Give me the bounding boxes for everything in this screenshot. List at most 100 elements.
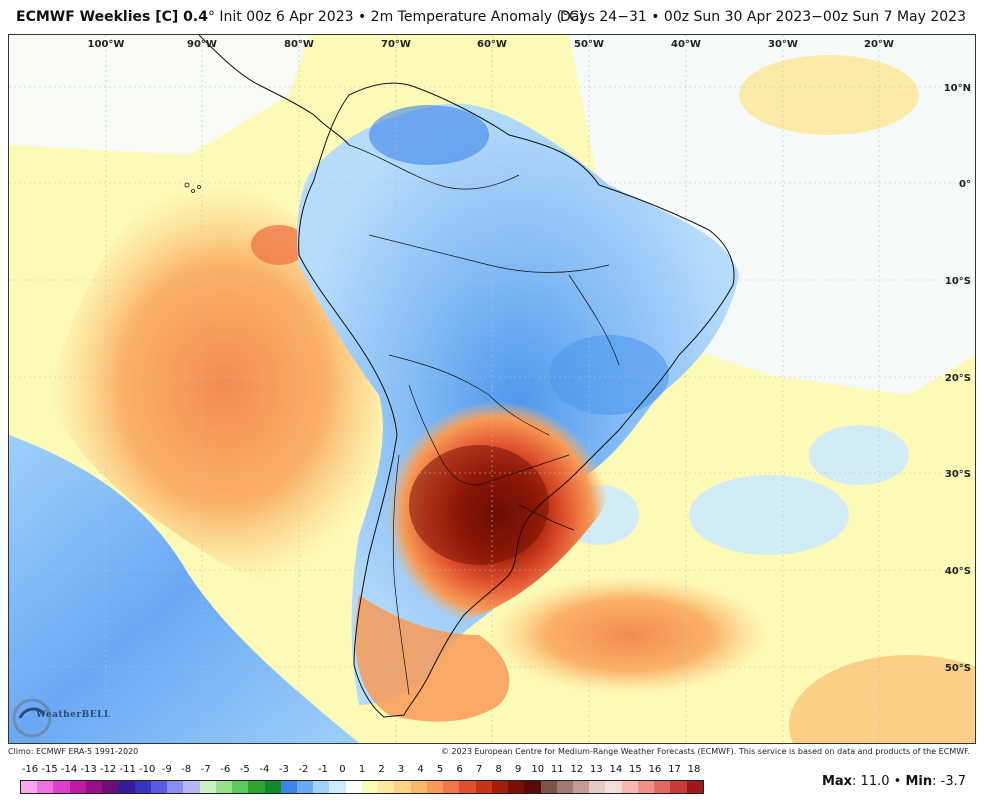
colorbar-tick-label: 15	[629, 764, 642, 775]
colorbar-swatch	[313, 781, 330, 793]
lat-label: 50°S	[945, 663, 971, 674]
colorbar-swatch	[134, 781, 151, 793]
colorbar-tick-label: 10	[531, 764, 545, 775]
colorbar-tick-label: -5	[239, 764, 250, 775]
south-america-coastline	[298, 82, 735, 718]
colorbar-swatch	[491, 781, 509, 793]
lat-label: 20°S	[945, 373, 971, 384]
colorbar-tick-label: -6	[220, 764, 231, 775]
logo-swirl-icon	[12, 698, 52, 738]
anomaly-map: 100°W 90°W 80°W 70°W 60°W 50°W 40°W 30°W…	[8, 34, 976, 744]
colorbar-swatch	[53, 781, 70, 793]
colorbar-tick-label: 18	[687, 764, 701, 775]
colorbar-tick-label: -2	[298, 764, 309, 775]
map-header: ECMWF Weeklies [C] 0.4° Init 00z 6 Apr 2…	[0, 0, 984, 34]
lon-label: 100°W	[88, 39, 125, 50]
colorbar-swatch	[686, 781, 703, 793]
colorbar-swatch	[572, 781, 590, 793]
colorbar-swatch	[556, 781, 573, 793]
init-text: ° Init 00z 6 Apr 2023 • 2m Temperature A…	[207, 9, 585, 25]
climo-text: Climo: ECMWF ERA-5 1991-2020	[8, 747, 139, 756]
colorbar-swatch	[589, 781, 606, 793]
colorbar-tick-label: -7	[200, 764, 211, 775]
lon-label: 30°W	[768, 39, 798, 50]
colorbar-tick-label: -1	[317, 764, 328, 775]
colorbar-swatch	[378, 781, 395, 793]
central-america-coastline	[198, 35, 350, 146]
colorbar-swatch	[21, 781, 38, 793]
model-title: ECMWF Weeklies [C] 0.4	[16, 9, 208, 25]
colorbar-swatch	[621, 781, 638, 793]
colorbar-tick-label: -13	[80, 764, 97, 775]
lon-label: 50°W	[574, 39, 604, 50]
colorbar-tick-labels: -16 -15 -14 -13 -12 -11 -10 -9 -8 -7 -6 -5 -4 -3 -2 -1 0…	[20, 764, 704, 780]
colorbar-swatch	[540, 781, 557, 793]
max-value: : 11.0	[852, 774, 890, 789]
colorbar-tick-label: 4	[417, 764, 424, 775]
lon-label: 60°W	[477, 39, 507, 50]
colorbar-tick-label: -11	[119, 764, 136, 775]
colorbar-tick-label: 14	[609, 764, 623, 775]
colorbar-swatch	[410, 781, 427, 793]
colorbar-tick-label: 5	[436, 764, 444, 775]
colorbar-tick-label: 13	[589, 764, 603, 775]
lat-label: 10°N	[944, 83, 971, 94]
colorbar-swatch	[296, 781, 314, 793]
colorbar-tick-label: 17	[668, 764, 681, 775]
lat-label: 0°	[959, 179, 971, 190]
colorbar-legend: -16 -15 -14 -13 -12 -11 -10 -9 -8 -7 -6 -5 -4 -3 -2 -1 0…	[20, 764, 704, 804]
country-borders	[348, 144, 620, 696]
max-min-stats: Max: 11.0 • Min: -3.7	[822, 774, 966, 789]
colorbar-tick-label: -3	[278, 764, 289, 775]
colorbar-tick-label: 8	[495, 764, 502, 775]
colorbar-tick-label: 16	[648, 764, 662, 775]
warm-anomaly-south-atlantic	[489, 575, 769, 695]
colorbar-swatch	[508, 781, 525, 793]
colorbar-swatch	[199, 781, 216, 793]
colorbar-swatch	[232, 781, 249, 793]
lat-label: 40°S	[945, 566, 971, 577]
colorbar-swatch	[150, 781, 168, 793]
lon-label: 70°W	[381, 39, 411, 50]
colorbar-tick-label: -8	[181, 764, 192, 775]
graticule	[9, 35, 975, 743]
weatherbell-logo: WeatherBELL	[10, 696, 110, 740]
colorbar-tick-label: 7	[475, 764, 483, 775]
lat-label: 30°S	[945, 469, 971, 480]
stats-separator: •	[889, 774, 906, 789]
copyright-text: © 2023 European Centre for Medium-Range …	[441, 747, 970, 756]
colorbar-swatch	[280, 781, 297, 793]
colorbar-swatch	[329, 781, 346, 793]
galapagos-islands	[184, 182, 201, 193]
min-value: : -3.7	[932, 774, 966, 789]
warm-anomaly-patagonia	[355, 595, 510, 722]
colorbar-swatch	[459, 781, 476, 793]
colorbar-swatch	[102, 781, 119, 793]
lon-label: 20°W	[864, 39, 894, 50]
warm-anomaly-north-atlantic	[739, 55, 919, 135]
colorbar-tick-label: 3	[397, 764, 405, 775]
cool-core-central-brazil	[549, 335, 669, 415]
lon-label: 80°W	[284, 39, 314, 50]
colorbar-tick-label: -9	[161, 764, 172, 775]
colorbar-swatch	[670, 781, 687, 793]
longitude-labels: 100°W 90°W 80°W 70°W 60°W 50°W 40°W 30°W…	[88, 39, 894, 50]
colorbar-tick-label: 9	[515, 764, 522, 775]
colorbar-tick-label: -16	[21, 764, 39, 775]
colorbar-swatch	[215, 781, 233, 793]
cool-anomaly-southeast-pacific	[9, 435, 359, 743]
lon-label: 90°W	[187, 39, 217, 50]
warm-spot-galapagos	[251, 225, 307, 265]
colorbar-swatch	[524, 781, 541, 793]
title-left: ECMWF Weeklies [C] 0.4° Init 00z 6 Apr 2…	[16, 0, 584, 34]
colorbar-tick-label: 12	[570, 764, 584, 775]
colorbar-tick-label: 2	[378, 764, 385, 775]
warm-anomaly-southeast-corner	[789, 655, 975, 743]
valid-period: Days 24−31 • 00z Sun 30 Apr 2023−00z Sun…	[560, 9, 966, 25]
credits-bar: Climo: ECMWF ERA-5 1991-2020 © 2023 Euro…	[8, 745, 976, 759]
colorbar-swatch	[345, 781, 362, 793]
colorbar-swatch	[605, 781, 622, 793]
max-label: Max	[821, 774, 853, 789]
colorbar-tick-label: -4	[259, 764, 270, 775]
map-canvas: 100°W 90°W 80°W 70°W 60°W 50°W 40°W 30°W…	[9, 35, 975, 743]
